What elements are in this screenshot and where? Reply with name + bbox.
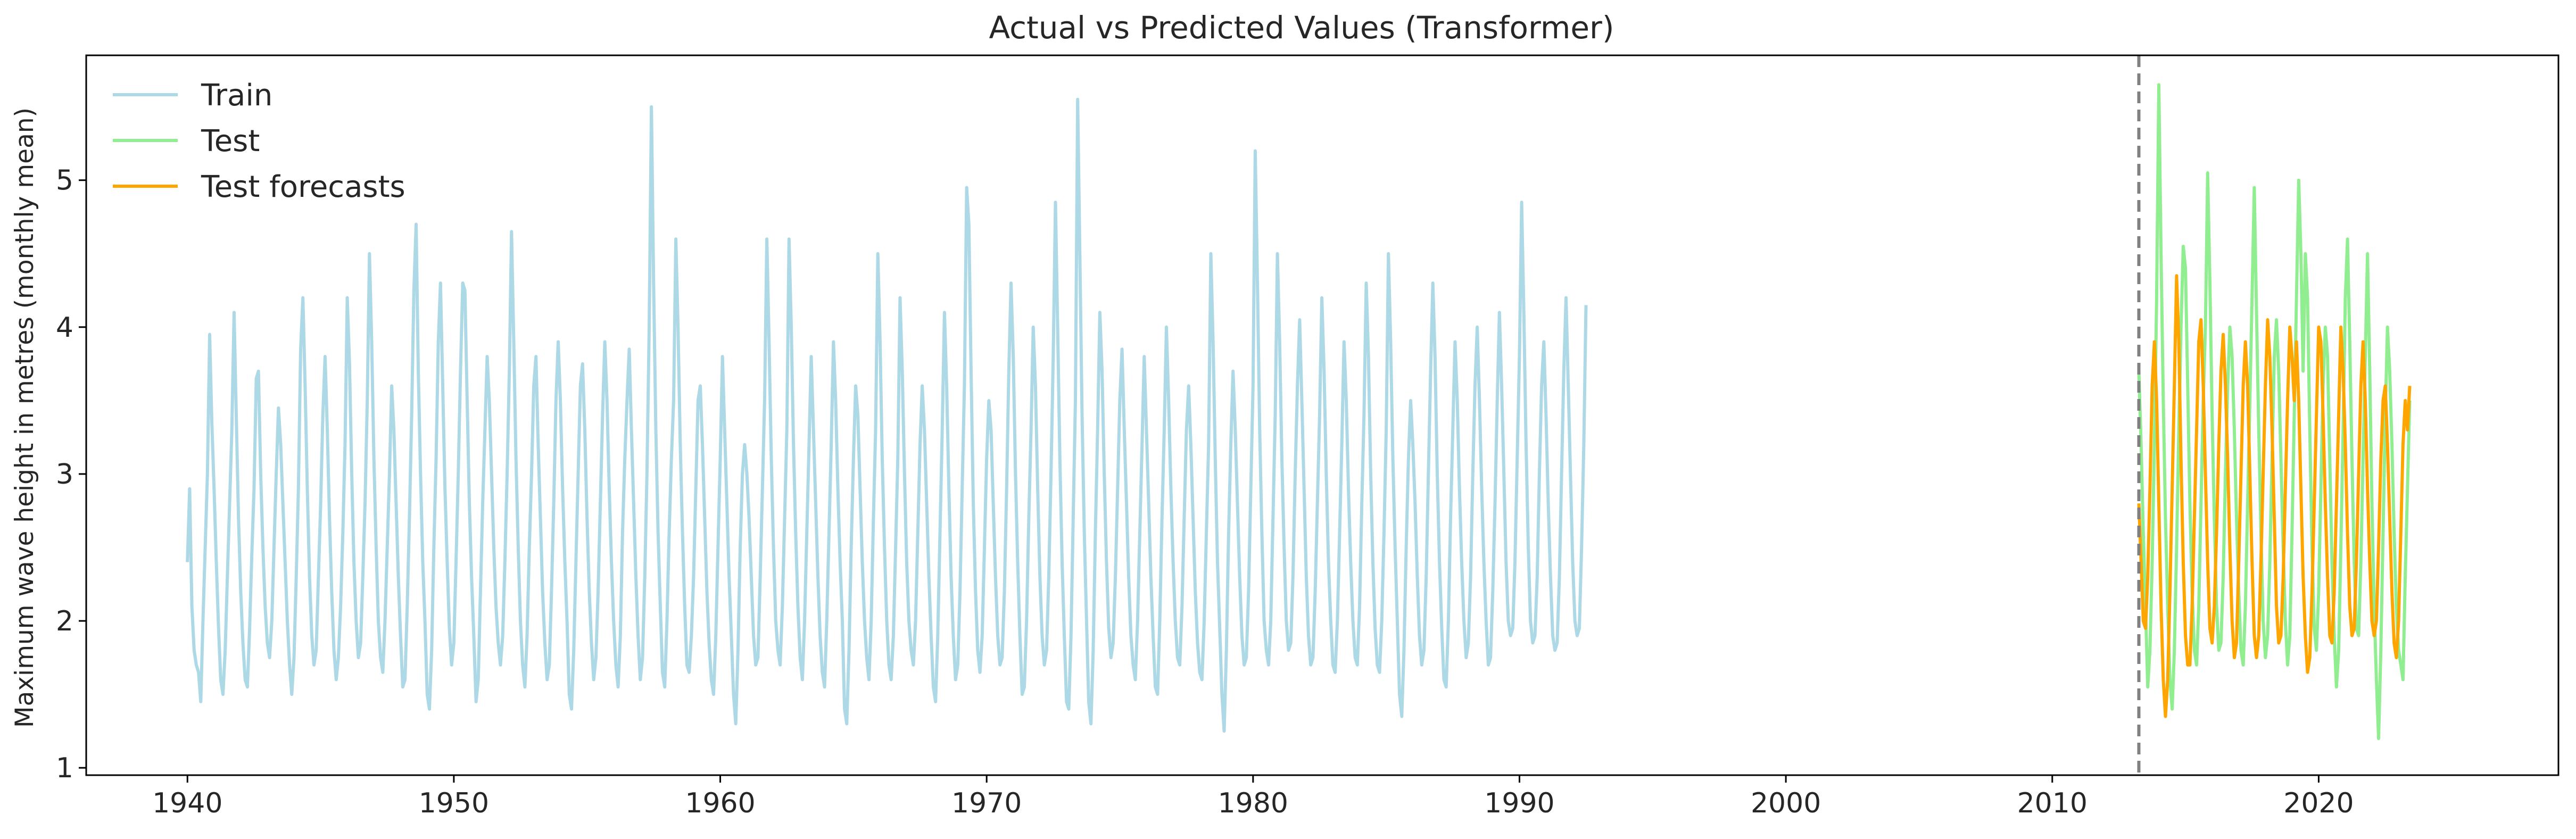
x-tick-label: 1950: [419, 787, 489, 819]
x-tick-label: 1990: [1484, 787, 1554, 819]
legend-label-2: Test forecasts: [201, 170, 405, 204]
x-axis: 1940 1950 1960 1970 1980 1990 2000 2010 2020: [152, 775, 2354, 819]
legend-label-0: Train: [201, 78, 272, 113]
series-layer: [186, 83, 2412, 740]
y-tick-label: 3: [56, 459, 73, 491]
y-tick-label: 2: [56, 605, 73, 637]
series-line-2: [2137, 274, 2412, 718]
y-tick-label: 1: [56, 752, 73, 784]
x-tick-label: 2010: [2017, 787, 2088, 819]
x-tick-label: 1940: [152, 787, 222, 819]
x-tick-label: 2000: [1751, 787, 1821, 819]
y-tick-label: 4: [56, 312, 73, 344]
chart-title: Actual vs Predicted Values (Transformer): [989, 10, 1614, 46]
legend-label-1: Test: [201, 124, 260, 159]
y-tick-label: 5: [56, 165, 73, 197]
y-axis-label: Maximum wave height in metres (monthly m…: [10, 107, 39, 728]
x-tick-label: 1960: [685, 787, 755, 819]
x-tick-label: 1970: [951, 787, 1022, 819]
x-tick-label: 2020: [2283, 787, 2354, 819]
series-line-0: [186, 97, 1588, 733]
y-axis: 1 2 3 4 5: [56, 165, 86, 784]
plot-area-frame: [85, 54, 2560, 776]
x-tick-label: 1980: [1218, 787, 1288, 819]
legend: Train Test Test forecasts: [113, 78, 405, 204]
